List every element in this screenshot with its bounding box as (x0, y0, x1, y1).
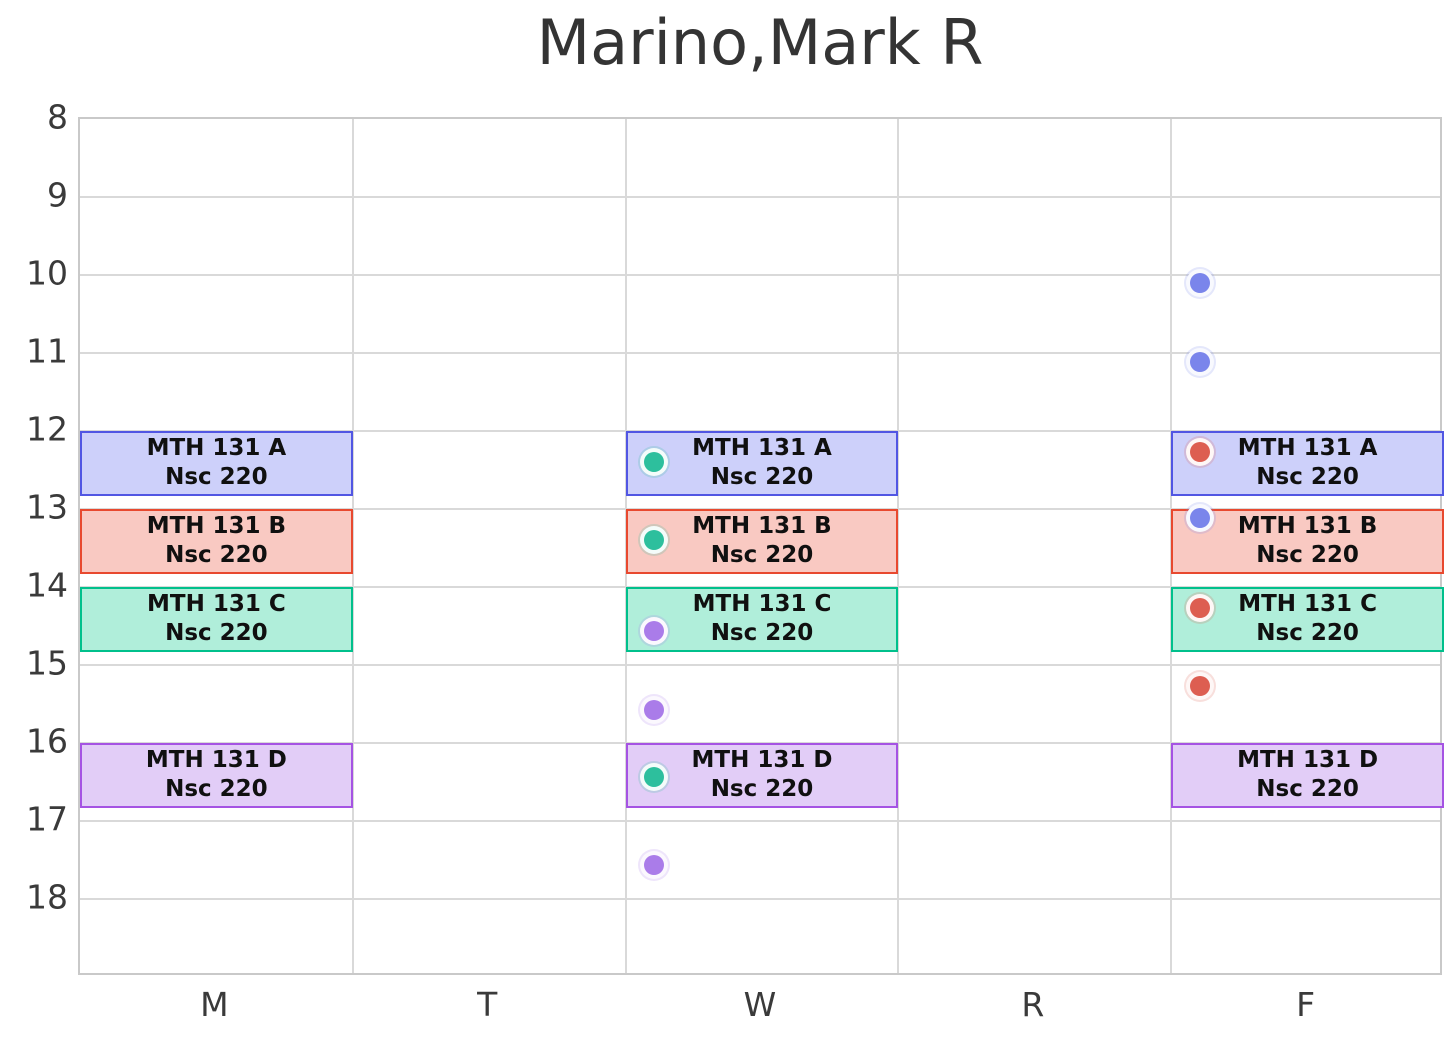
gridline-vertical-3 (897, 119, 900, 973)
course-block-title: MTH 131 D (145, 747, 287, 774)
course-block-title: MTH 131 A (692, 435, 832, 462)
scatter-dot-blue-f-13-12 (1185, 504, 1214, 533)
scatter-dot-teal-w-12-4 (639, 448, 668, 477)
course-block-mth-131-c-m: MTH 131 C Nsc 220 (80, 587, 353, 652)
course-block-title: MTH 131 B (692, 513, 832, 540)
y-tick-label-8: 8 (47, 97, 68, 137)
gridline-horizontal-17 (80, 820, 1440, 822)
course-block-room: Nsc 220 (1256, 542, 1359, 569)
gridline-horizontal-9 (80, 196, 1440, 198)
course-block-title: MTH 131 C (147, 591, 286, 618)
scatter-dot-blue-f-10-1 (1185, 268, 1214, 297)
course-block-title: MTH 131 A (146, 435, 287, 462)
scatter-dot-red-f-15-27 (1185, 672, 1214, 701)
course-block-room: Nsc 220 (1256, 776, 1359, 803)
course-block-title: MTH 131 D (1237, 747, 1379, 774)
x-tick-label-T: T (477, 985, 498, 1024)
y-tick-label-15: 15 (26, 643, 68, 683)
scatter-dot-purple-w-14-57 (639, 617, 668, 646)
gridline-horizontal-15 (80, 664, 1440, 666)
course-block-mth-131-b-w: MTH 131 B Nsc 220 (625, 509, 899, 574)
x-tick-label-M: M (200, 985, 229, 1024)
x-tick-label-F: F (1296, 985, 1316, 1024)
course-block-room: Nsc 220 (165, 464, 268, 491)
scatter-dot-purple-w-15-58 (639, 696, 668, 725)
x-tick-label-R: R (1021, 985, 1045, 1024)
course-block-title: MTH 131 C (1238, 591, 1377, 618)
y-tick-label-14: 14 (26, 565, 68, 605)
y-tick-label-13: 13 (26, 487, 68, 527)
course-block-room: Nsc 220 (1256, 620, 1359, 647)
course-block-title: MTH 131 B (146, 513, 287, 540)
y-tick-label-11: 11 (26, 331, 68, 371)
course-block-mth-131-d-w: MTH 131 D Nsc 220 (625, 743, 899, 808)
y-tick-label-10: 10 (26, 253, 68, 293)
course-block-mth-131-b-m: MTH 131 B Nsc 220 (80, 509, 353, 574)
scatter-dot-teal-w-16-43 (639, 762, 668, 791)
course-block-room: Nsc 220 (1256, 464, 1359, 491)
y-tick-label-12: 12 (26, 409, 68, 449)
y-tick-label-9: 9 (47, 175, 68, 215)
course-block-mth-131-d-m: MTH 131 D Nsc 220 (80, 743, 353, 808)
course-block-room: Nsc 220 (710, 542, 814, 569)
course-block-title: MTH 131 D (691, 747, 833, 774)
course-block-mth-131-d-f: MTH 131 D Nsc 220 (1171, 743, 1444, 808)
gridline-vertical-1 (351, 119, 354, 973)
course-block-room: Nsc 220 (165, 620, 268, 647)
y-tick-label-16: 16 (26, 721, 68, 761)
course-block-room: Nsc 220 (710, 776, 814, 803)
plot-area: MTH 131 A Nsc 220 MTH 131 A Nsc 220 MTH 131 … (78, 117, 1444, 975)
course-block-room: Nsc 220 (165, 776, 268, 803)
course-block-room: Nsc 220 (165, 542, 268, 569)
scatter-dot-blue-f-11-12 (1185, 348, 1214, 377)
course-block-mth-131-c-f: MTH 131 C Nsc 220 (1171, 587, 1444, 652)
course-block-mth-131-c-w: MTH 131 C Nsc 220 (625, 587, 899, 652)
course-block-mth-131-a-m: MTH 131 A Nsc 220 (80, 431, 353, 496)
chart-title: Marino,Mark R (536, 6, 984, 79)
course-block-mth-131-a-w: MTH 131 A Nsc 220 (625, 431, 899, 496)
scatter-dot-red-f-12-27 (1185, 438, 1214, 467)
course-block-title: MTH 131 A (1237, 435, 1378, 462)
gridline-horizontal-18 (80, 898, 1440, 900)
course-block-room: Nsc 220 (710, 620, 814, 647)
course-block-title: MTH 131 C (692, 591, 832, 618)
scatter-dot-teal-w-13-4 (639, 526, 668, 555)
course-block-room: Nsc 220 (710, 464, 814, 491)
x-tick-label-W: W (743, 985, 777, 1024)
y-tick-label-18: 18 (26, 877, 68, 917)
y-tick-label-17: 17 (26, 799, 68, 839)
gridline-horizontal-11 (80, 352, 1440, 354)
gridline-horizontal-10 (80, 274, 1440, 276)
course-block-title: MTH 131 B (1237, 513, 1378, 540)
scatter-dot-red-f-14-27 (1185, 594, 1214, 623)
course-block-mth-131-b-f: MTH 131 B Nsc 220 (1171, 509, 1444, 574)
scatter-dot-purple-w-17-57 (639, 851, 668, 880)
course-block-mth-131-a-f: MTH 131 A Nsc 220 (1171, 431, 1444, 496)
